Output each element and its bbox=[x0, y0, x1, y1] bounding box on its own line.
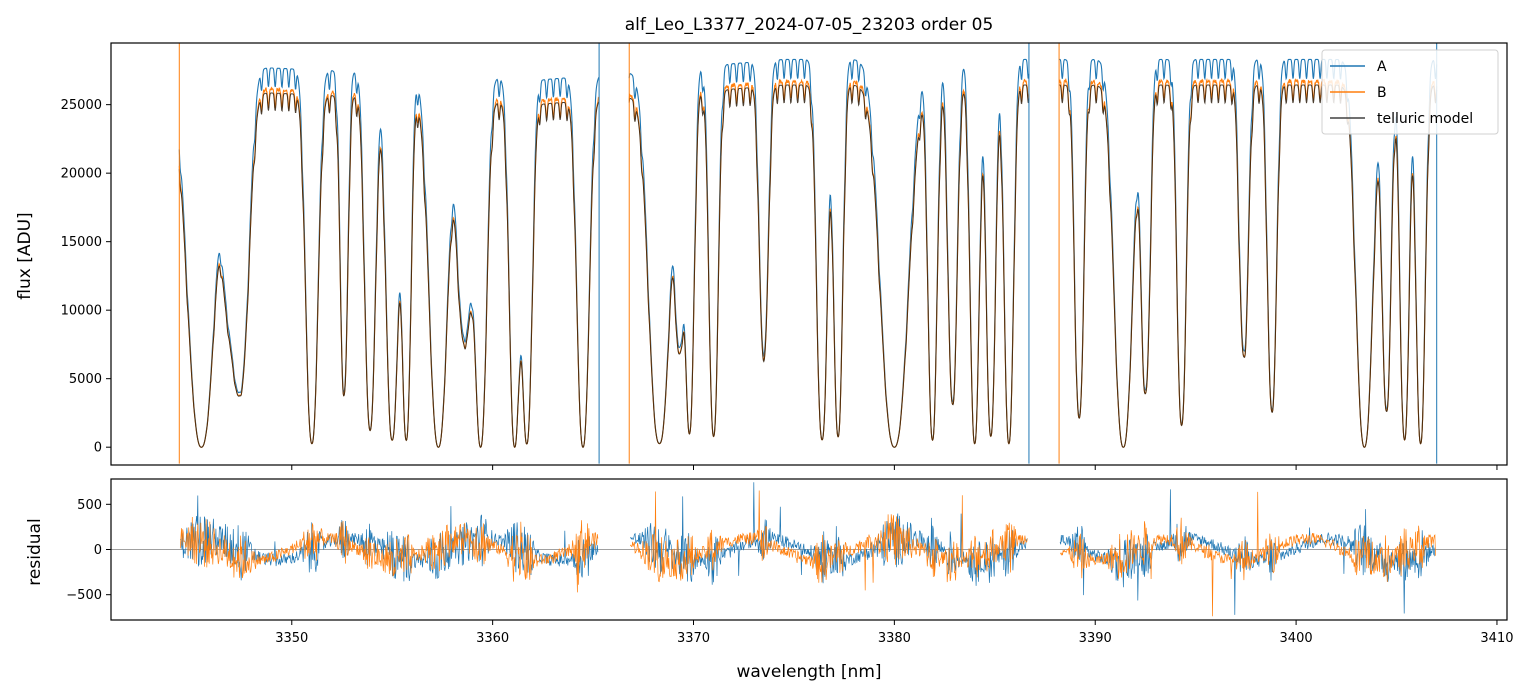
x-tick-label: 3370 bbox=[677, 631, 710, 646]
flux-y-tick-label: 0 bbox=[94, 441, 102, 456]
residual-y-tick-label: −500 bbox=[66, 588, 102, 603]
flux-plot-frame bbox=[110, 42, 1508, 466]
residual-x-axis: 3350 3360 3370 3380 3390 3400 3410 bbox=[275, 620, 1514, 646]
x-tick-label: 3400 bbox=[1280, 631, 1313, 646]
residual-a-segment-1 bbox=[180, 495, 599, 582]
residual-series-group bbox=[111, 482, 1507, 617]
flux-y-tick-label: 5000 bbox=[69, 372, 102, 387]
legend-label: A bbox=[1377, 59, 1387, 75]
x-axis-label: wavelength [nm] bbox=[736, 662, 881, 682]
series-telluric-model-segment-1 bbox=[178, 92, 600, 448]
residual-panel: −500 0 500 3350 3360 3370 3380 3390 3400 3410 re… bbox=[25, 478, 1514, 682]
legend-box bbox=[1321, 49, 1499, 135]
residual-y-tick-label: 0 bbox=[94, 543, 102, 558]
x-tick-label: 3380 bbox=[878, 631, 911, 646]
residual-b-segment-1 bbox=[179, 516, 599, 593]
residual-y-axis: −500 0 500 bbox=[66, 498, 111, 603]
flux-panel: 0 5000 10000 15000 20000 25000 flux [ADU] ABt… bbox=[15, 42, 1508, 470]
series-telluric-model-segment-2 bbox=[628, 84, 1030, 448]
flux-y-axis-label: flux [ADU] bbox=[15, 212, 35, 299]
residual-b-segment-3 bbox=[1059, 491, 1436, 617]
flux-y-tick-label: 20000 bbox=[61, 167, 102, 182]
chart-title: alf_Leo_L3377_2024-07-05_23203 order 05 bbox=[625, 15, 994, 35]
legend-label: telluric model bbox=[1377, 111, 1473, 127]
x-tick-label: 3410 bbox=[1480, 631, 1513, 646]
flux-y-tick-label: 10000 bbox=[61, 304, 102, 319]
flux-y-tick-label: 15000 bbox=[61, 235, 102, 250]
residual-b-segment-2 bbox=[630, 490, 1028, 591]
residual-y-tick-label: 500 bbox=[77, 498, 102, 513]
series-telluric-model-segment-3 bbox=[1059, 84, 1438, 448]
legend-label: B bbox=[1377, 85, 1387, 101]
flux-series-group bbox=[178, 43, 1438, 464]
flux-x-axis-ticks bbox=[291, 465, 1498, 470]
x-tick-label: 3390 bbox=[1079, 631, 1112, 646]
x-tick-label: 3360 bbox=[476, 631, 509, 646]
x-tick-label: 3350 bbox=[275, 631, 308, 646]
flux-y-axis: 0 5000 10000 15000 20000 25000 bbox=[61, 98, 111, 456]
residual-y-axis-label: residual bbox=[25, 518, 45, 585]
flux-y-tick-label: 25000 bbox=[61, 98, 102, 113]
series-b-segment-2 bbox=[628, 78, 1030, 448]
residual-a-segment-2 bbox=[629, 482, 1028, 586]
